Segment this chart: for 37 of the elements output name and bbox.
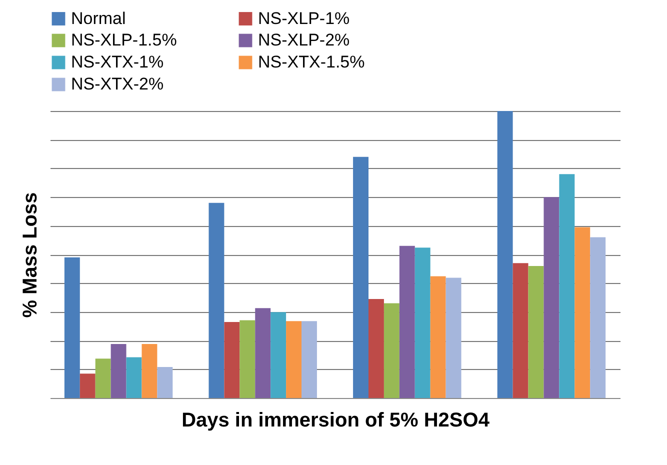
bar <box>126 357 142 398</box>
bar <box>302 321 317 398</box>
bar <box>208 202 224 398</box>
bar <box>399 246 415 398</box>
bar <box>430 276 446 398</box>
legend-label: NS-XLP-1% <box>258 8 350 28</box>
bar <box>95 358 111 398</box>
legend-label: NS-XTX-1% <box>71 52 164 72</box>
bar <box>286 321 302 398</box>
bar <box>240 320 256 398</box>
bar <box>544 197 560 398</box>
bar <box>559 174 575 398</box>
bar <box>590 237 606 398</box>
bar <box>528 266 544 398</box>
x-axis-title: Days in immersion of 5% H2SO4 <box>182 410 490 432</box>
y-axis-title: % Mass Loss <box>20 192 42 318</box>
bar <box>255 308 271 398</box>
bar <box>512 263 528 398</box>
bar <box>110 344 126 398</box>
legend-label: NS-XLP-1.5% <box>71 30 177 50</box>
bar <box>446 278 462 398</box>
legend-label: NS-XTX-1.5% <box>258 52 365 72</box>
bar <box>64 257 80 398</box>
legend-label: Normal <box>71 8 126 28</box>
bar <box>80 374 96 398</box>
bar <box>270 312 286 398</box>
bar <box>353 156 368 398</box>
bar <box>368 298 384 398</box>
bar <box>384 303 400 398</box>
bar <box>224 322 240 398</box>
bar <box>414 248 430 398</box>
bar <box>157 367 173 398</box>
legend-label: NS-XTX-2% <box>71 74 164 94</box>
bar <box>497 111 513 398</box>
bar <box>142 344 158 398</box>
legend-label: NS-XLP-2% <box>258 30 350 50</box>
bar <box>574 227 590 398</box>
